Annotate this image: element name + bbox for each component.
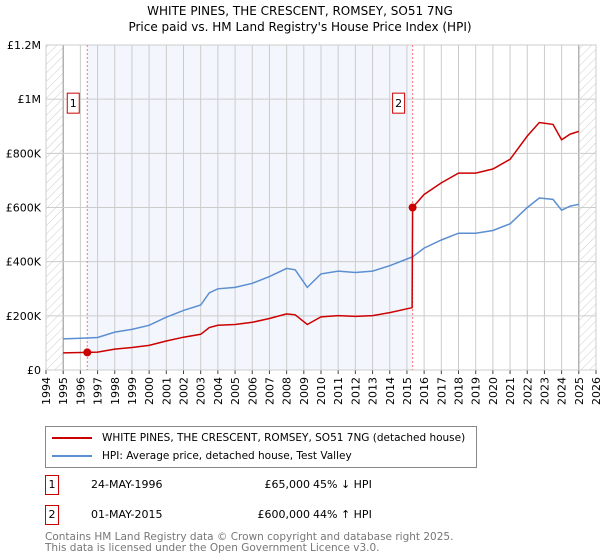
sale-label: 2 bbox=[395, 97, 402, 110]
sale-badge: 2 bbox=[45, 505, 59, 525]
x-tick-label: 2022 bbox=[521, 377, 534, 405]
x-tick-label: 2014 bbox=[384, 377, 397, 405]
y-tick-label: £400K bbox=[6, 256, 42, 269]
x-tick-label: 2015 bbox=[401, 377, 414, 405]
x-tick-label: 2025 bbox=[573, 377, 586, 405]
legend-swatch-blue bbox=[52, 455, 92, 457]
x-tick-label: 2010 bbox=[315, 377, 328, 405]
y-tick-label: £1M bbox=[18, 93, 42, 106]
x-tick-label: 2012 bbox=[349, 377, 362, 405]
legend-item-price: WHITE PINES, THE CRESCENT, ROMSEY, SO51 … bbox=[52, 430, 465, 446]
sale-hpi: 45% ↓ HPI bbox=[313, 478, 372, 491]
hpi-series-line bbox=[63, 197, 579, 340]
price-chart: 1994 1995 1996 1997 1998 1999 2000 2001 2002 2003… bbox=[6, 39, 600, 405]
sale-label-box bbox=[66, 92, 80, 114]
sale-price: £65,000 bbox=[264, 478, 311, 491]
x-tick-label: 2000 bbox=[143, 377, 156, 405]
x-tick-label: 2013 bbox=[367, 377, 380, 405]
chart-title: WHITE PINES, THE CRESCENT, ROMSEY, SO51 … bbox=[147, 4, 453, 18]
sale-hpi: 44% ↑ HPI bbox=[313, 508, 372, 521]
x-tick-label: 2005 bbox=[229, 377, 242, 405]
x-tick-label: 2024 bbox=[556, 377, 569, 405]
x-tick-label: 2008 bbox=[281, 377, 294, 405]
x-tick-label: 1994 bbox=[40, 377, 53, 405]
x-tick-label: 2011 bbox=[332, 377, 345, 405]
x-tick-label: 2017 bbox=[435, 377, 448, 405]
x-tick-label: 2009 bbox=[298, 377, 311, 405]
sale-badge: 1 bbox=[45, 475, 59, 495]
x-tick-label: 2004 bbox=[212, 377, 225, 405]
legend-label: HPI: Average price, detached house, Test… bbox=[102, 450, 352, 462]
x-tick-label: 2006 bbox=[246, 377, 259, 405]
sale-date: 01-MAY-2015 bbox=[91, 508, 163, 521]
sale-point bbox=[408, 203, 417, 212]
legend-item-hpi: HPI: Average price, detached house, Test… bbox=[52, 448, 352, 464]
chart-subtitle: Price paid vs. HM Land Registry's House … bbox=[128, 20, 472, 34]
sale-label-box bbox=[392, 92, 406, 114]
sale-price: £600,000 bbox=[257, 508, 311, 521]
y-tick-label: £800K bbox=[6, 147, 42, 160]
x-tick-label: 2026 bbox=[590, 377, 600, 405]
x-tick-label: 2001 bbox=[160, 377, 173, 405]
footer-line: Contains HM Land Registry data © Crown c… bbox=[45, 531, 454, 543]
sale-label: 1 bbox=[70, 97, 77, 110]
footer: Contains HM Land Registry data © Crown c… bbox=[45, 532, 453, 554]
x-tick-label: 1997 bbox=[92, 377, 105, 405]
y-tick-label: £200K bbox=[6, 310, 42, 323]
x-tick-label: 2007 bbox=[263, 377, 276, 405]
price-series-line bbox=[63, 121, 580, 354]
sale-row: 1 24-MAY-1996 £65,000 45% ↓ HPI bbox=[45, 475, 545, 495]
x-tick-label: 2020 bbox=[487, 377, 500, 405]
sale-point bbox=[83, 348, 92, 357]
x-tick-label: 1998 bbox=[109, 377, 122, 405]
x-tick-label: 1995 bbox=[57, 377, 70, 405]
x-tick-label: 2019 bbox=[470, 377, 483, 405]
y-tick-label: £1.2M bbox=[7, 39, 41, 52]
x-tick-label: 2021 bbox=[504, 377, 517, 405]
y-tick-label: £600K bbox=[6, 202, 42, 215]
x-tick-label: 2018 bbox=[453, 377, 466, 405]
x-tick-label: 1999 bbox=[126, 377, 139, 405]
y-tick-label: £0 bbox=[27, 364, 41, 377]
legend-label: WHITE PINES, THE CRESCENT, ROMSEY, SO51 … bbox=[102, 432, 466, 444]
legend-swatch-red bbox=[52, 437, 92, 439]
x-tick-label: 2023 bbox=[538, 377, 551, 405]
x-tick-label: 2016 bbox=[418, 377, 431, 405]
x-tick-label: 1996 bbox=[74, 377, 87, 405]
sale-date: 24-MAY-1996 bbox=[91, 478, 163, 491]
x-tick-label: 2003 bbox=[195, 377, 208, 405]
legend: WHITE PINES, THE CRESCENT, ROMSEY, SO51 … bbox=[45, 426, 477, 468]
x-tick-label: 2002 bbox=[178, 377, 191, 405]
sale-row: 2 01-MAY-2015 £600,000 44% ↑ HPI bbox=[45, 505, 545, 525]
footer-line: This data is licensed under the Open Gov… bbox=[45, 542, 380, 554]
